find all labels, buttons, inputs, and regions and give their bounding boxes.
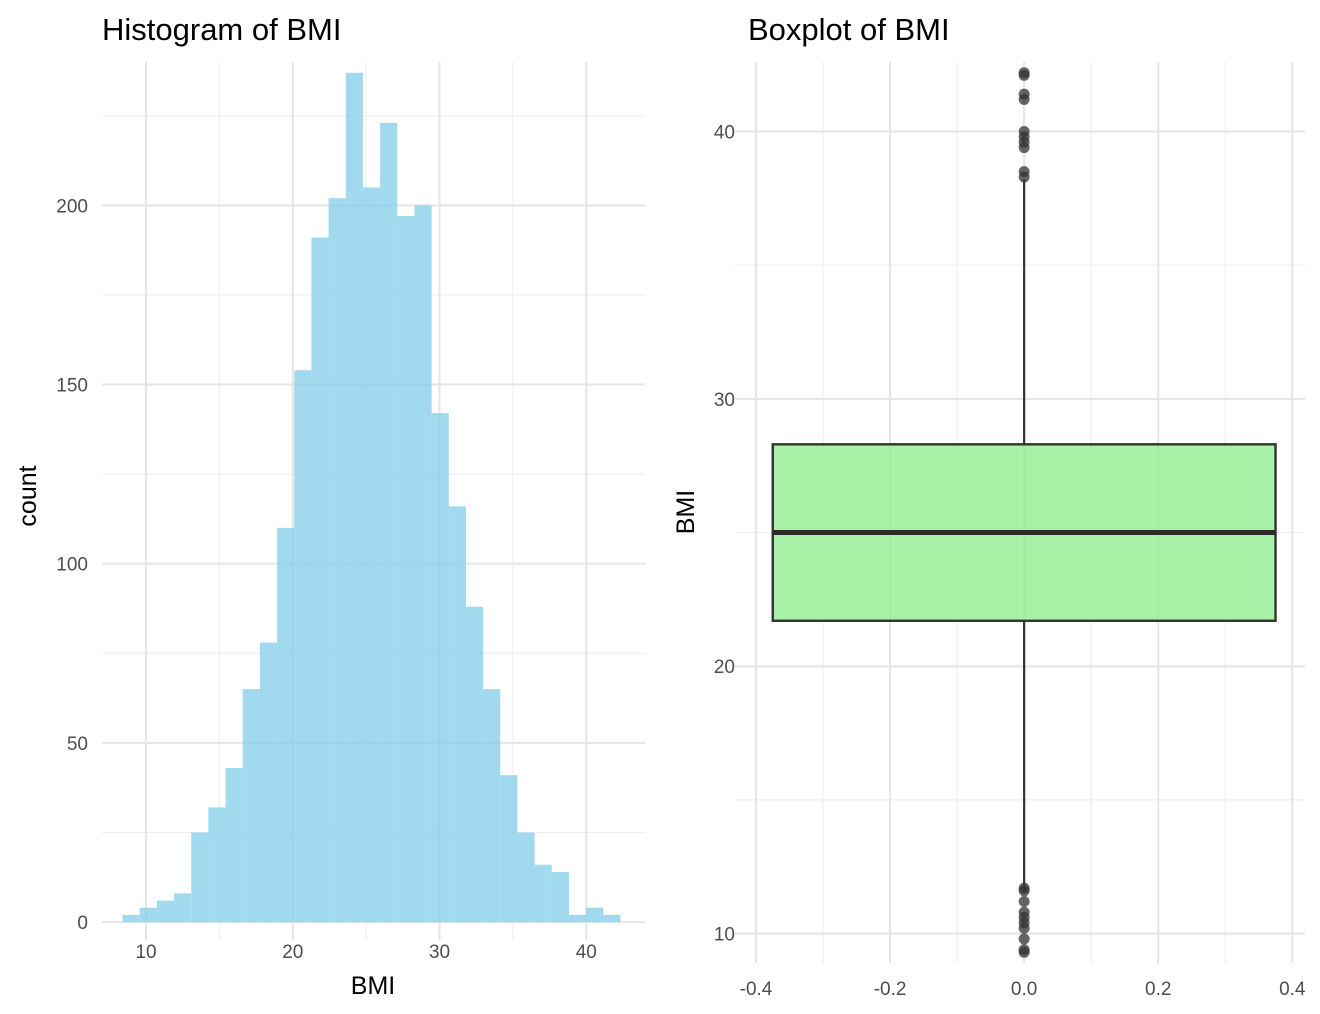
boxplot-x-tick-label: 0.4 <box>1279 979 1306 1000</box>
boxplot-outlier-point <box>1018 69 1030 81</box>
histogram-x-tick-label: 40 <box>576 942 597 963</box>
boxplot-outlier-point <box>1018 171 1030 183</box>
histogram-x-tick-label: 10 <box>135 942 156 963</box>
histogram-x-tick-label: 30 <box>429 942 450 963</box>
histogram-bar <box>122 914 140 923</box>
histogram-bar <box>311 237 329 923</box>
boxplot-title: Boxplot of BMI <box>748 12 950 47</box>
histogram-bar <box>362 187 381 923</box>
boxplot-y-tick-label: 30 <box>714 390 735 411</box>
boxplot-outlier-point <box>1018 933 1030 945</box>
boxplot-y-tick-label: 10 <box>714 925 735 946</box>
histogram-bar <box>345 72 363 923</box>
histogram-title: Histogram of BMI <box>102 12 341 47</box>
boxplot-y-tick-label: 20 <box>714 657 735 678</box>
histogram-bar <box>448 506 466 923</box>
histogram-y-tick-labels: 0 50 100 150 200 <box>56 196 88 934</box>
boxplot-outlier-point <box>1018 142 1030 154</box>
boxplot-x-tick-label: -0.4 <box>740 979 773 1000</box>
boxplot-outlier-point <box>1018 93 1030 105</box>
histogram-bar <box>174 893 192 923</box>
boxplot-outlier-point <box>1018 885 1030 897</box>
histogram-x-tick-labels: 10 20 30 40 <box>135 942 596 963</box>
histogram-bar <box>208 807 226 923</box>
histogram-bar <box>191 832 209 923</box>
boxplot-outlier-point <box>1018 946 1030 958</box>
histogram-y-tick-label: 50 <box>67 734 88 755</box>
histogram-y-tick-label: 100 <box>56 555 88 576</box>
histogram-bar <box>586 907 604 923</box>
histogram-bars <box>122 72 621 923</box>
histogram-bar <box>483 689 501 923</box>
histogram-x-axis-title: BMI <box>351 972 395 1000</box>
histogram-bar <box>225 767 243 923</box>
histogram-y-tick-label: 150 <box>56 376 88 397</box>
boxplot-panel: -0.4 -0.2 0.0 0.2 0.4 10 20 30 40 Boxplot of BM… <box>672 12 1306 1000</box>
histogram-bar <box>414 205 432 923</box>
histogram-bar <box>156 900 175 923</box>
histogram-bar <box>294 370 312 923</box>
boxplot-y-tick-label: 40 <box>714 123 735 144</box>
histogram-bar <box>259 642 278 923</box>
histogram-x-tick-label: 20 <box>282 942 303 963</box>
histogram-y-tick-label: 200 <box>56 196 88 217</box>
boxplot-outlier-point <box>1018 896 1030 908</box>
histogram-bar <box>328 198 346 923</box>
boxplot-x-tick-label: -0.2 <box>874 979 907 1000</box>
histogram-y-tick-label: 0 <box>77 913 88 934</box>
boxplot-y-axis-title: BMI <box>672 490 700 534</box>
boxplot-marks <box>771 67 1277 958</box>
histogram-bar <box>500 775 518 923</box>
boxplot-x-tick-label: 0.2 <box>1145 979 1171 1000</box>
histogram-bar <box>242 689 260 923</box>
histogram-bar <box>551 871 569 923</box>
histogram-bar <box>139 907 157 923</box>
histogram-bar <box>277 527 295 923</box>
histogram-bar <box>568 914 587 923</box>
histogram-bar <box>431 413 449 923</box>
histogram-bar <box>603 914 621 923</box>
histogram-bar <box>465 606 484 923</box>
histogram-bar <box>517 832 535 923</box>
boxplot-y-tick-labels: 10 20 30 40 <box>714 123 735 946</box>
histogram-bar <box>380 122 398 923</box>
histogram-y-axis-title: count <box>14 465 42 526</box>
boxplot-outlier-point <box>1018 922 1030 934</box>
boxplot-x-tick-labels: -0.4 -0.2 0.0 0.2 0.4 <box>740 979 1306 1000</box>
histogram-panel: 10 20 30 40 0 50 100 150 200 Histogram of BMI B… <box>14 12 645 1000</box>
boxplot-x-tick-label: 0.0 <box>1011 979 1037 1000</box>
histogram-bar <box>397 216 415 923</box>
histogram-bar <box>534 864 552 923</box>
